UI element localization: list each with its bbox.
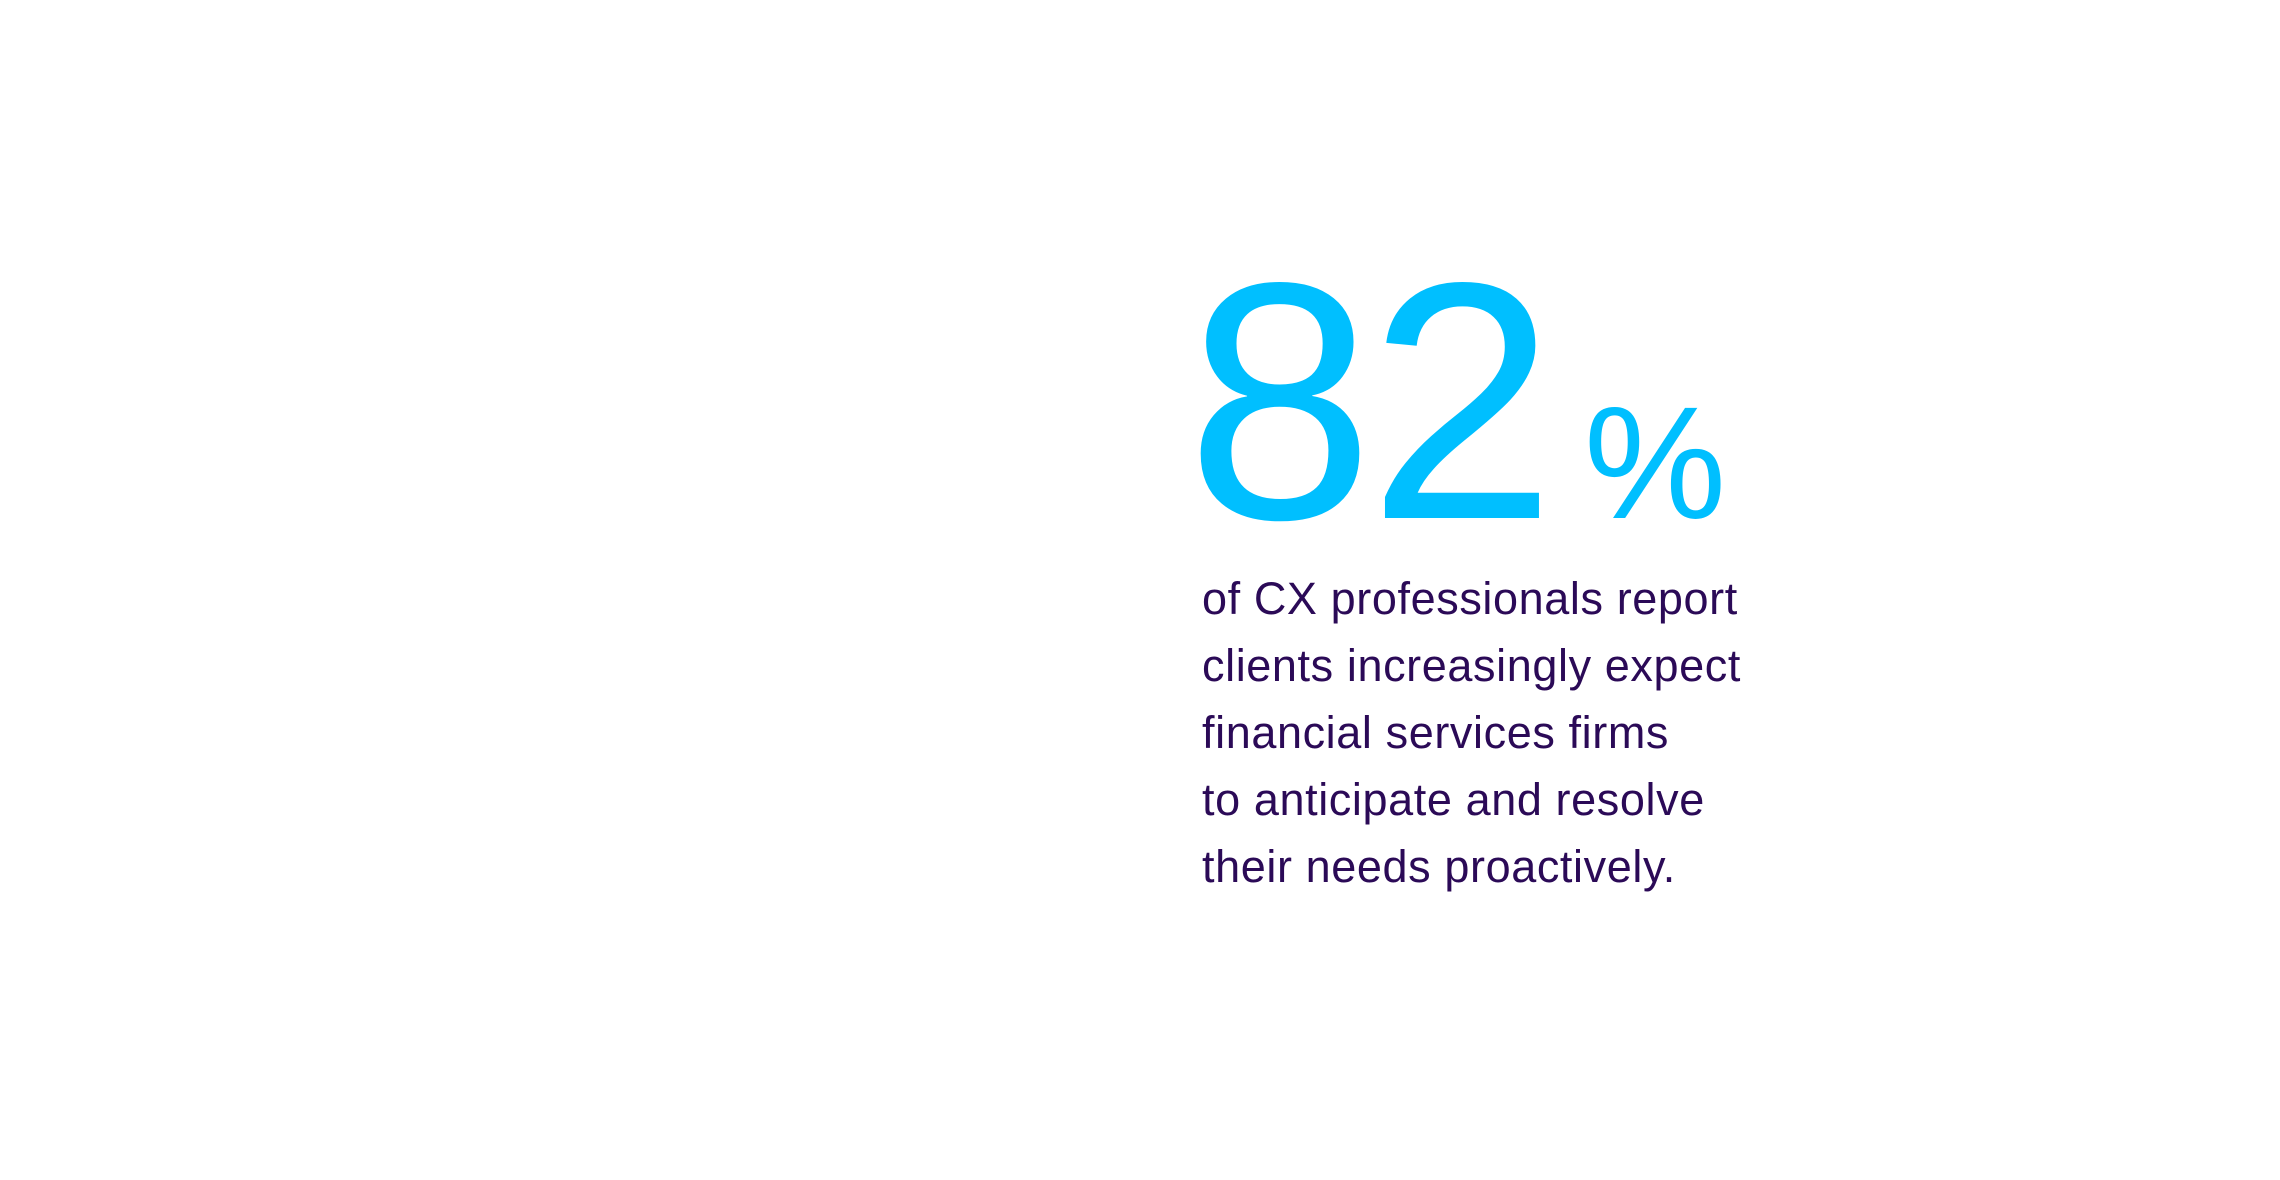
percent-sign: % bbox=[1583, 373, 1727, 552]
statistic-description: of CX professionals report clients incre… bbox=[1202, 565, 1741, 900]
description-line: financial services firms bbox=[1202, 707, 1670, 758]
description-line: of CX professionals report bbox=[1202, 573, 1738, 624]
description-line: to anticipate and resolve bbox=[1202, 774, 1705, 825]
statistic-value: 82 bbox=[1186, 212, 1556, 590]
statistic-figure: 82% bbox=[1186, 232, 1726, 570]
description-line: their needs proactively. bbox=[1202, 841, 1676, 892]
description-line: clients increasingly expect bbox=[1202, 640, 1741, 691]
